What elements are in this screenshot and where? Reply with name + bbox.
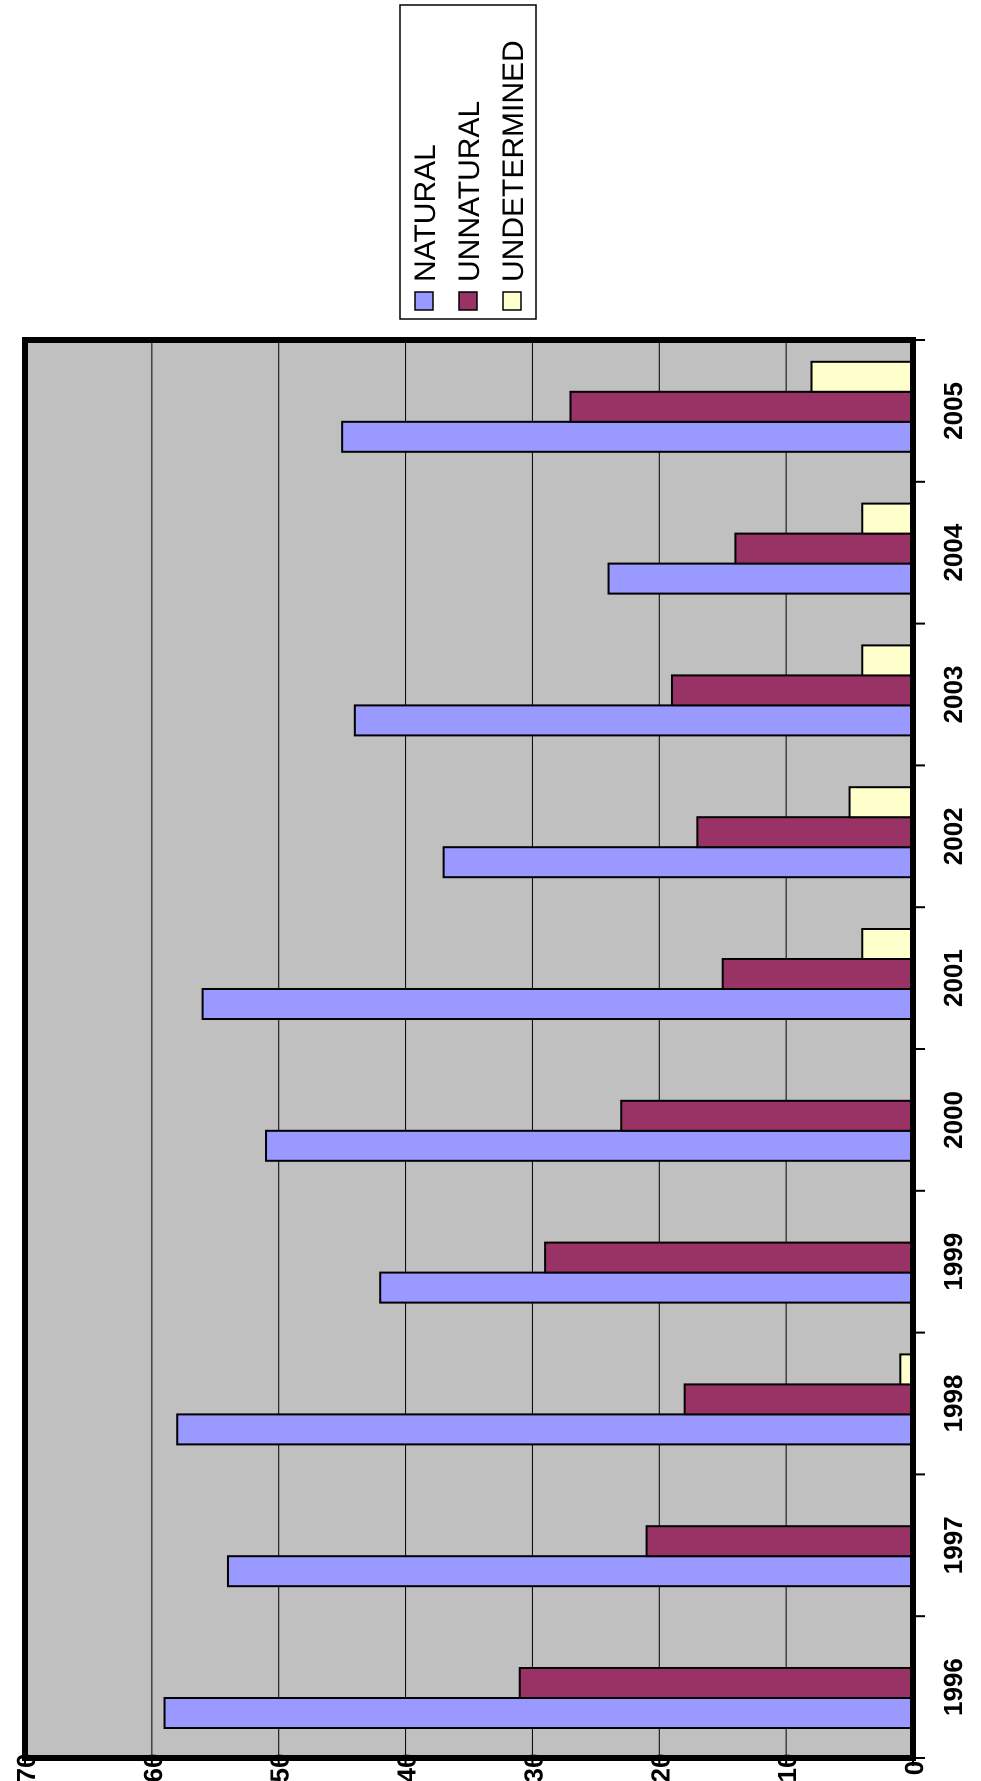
- bar-unnatural-1996: [518, 1667, 914, 1699]
- legend-label-unnatural: UNNATURAL: [453, 101, 486, 282]
- bar-undetermined-2004: [861, 502, 914, 535]
- bar-natural-2001: [201, 988, 915, 1020]
- bar-natural-1997: [226, 1555, 914, 1588]
- bar-unnatural-2001: [721, 958, 915, 990]
- bar-unnatural-1998: [683, 1383, 915, 1416]
- category-tick-label: 2002: [938, 807, 968, 865]
- value-tick-label: 10: [772, 1754, 802, 1781]
- category-tick-label: 2001: [938, 949, 968, 1007]
- value-tick-label: 50: [265, 1754, 295, 1781]
- category-axis-ticks: 1996 1997 1998 1999 2000 2001 2002 2003 2004 2005: [913, 339, 968, 1759]
- value-tick-label: 0: [899, 1761, 929, 1775]
- bar-natural-2002: [442, 846, 914, 879]
- category-tick-label: 2004: [938, 523, 968, 581]
- category-tick-label: 2005: [938, 382, 968, 440]
- value-axis-ticks: 0 10 20 30 40 50 60 70: [11, 1754, 929, 1781]
- value-tick-label: 20: [645, 1754, 675, 1781]
- bar-unnatural-1997: [645, 1525, 914, 1558]
- category-tick-label: 1997: [938, 1516, 968, 1574]
- bar-natural-2005: [341, 420, 914, 453]
- bar-natural-1996: [163, 1697, 915, 1729]
- bar-undetermined-2002: [848, 786, 914, 819]
- bar-unnatural-2004: [734, 532, 915, 565]
- bar-unnatural-2003: [670, 674, 914, 707]
- value-tick-label: 30: [518, 1754, 548, 1781]
- value-tick-label: 60: [138, 1754, 168, 1781]
- category-tick-label: 1996: [938, 1658, 968, 1716]
- category-tick-label: 2003: [938, 666, 968, 724]
- category-tick-label: 1998: [938, 1375, 968, 1433]
- category-tick-label: 1999: [938, 1233, 968, 1291]
- legend-label-undetermined: UNDETERMINED: [497, 40, 530, 282]
- bar-natural-1998: [176, 1413, 914, 1446]
- bar-natural-2004: [607, 562, 914, 595]
- bar-undetermined-2001: [861, 928, 914, 960]
- bar-unnatural-1999: [544, 1241, 914, 1274]
- legend-swatch-unnatural: [458, 291, 478, 311]
- bar-unnatural-2000: [620, 1099, 914, 1132]
- bar-unnatural-2002: [696, 816, 914, 849]
- bar-natural-1999: [379, 1271, 914, 1304]
- bar-natural-2000: [265, 1129, 914, 1162]
- category-tick-label: 2000: [938, 1091, 968, 1149]
- bar-natural-2003: [353, 704, 915, 737]
- bar-undetermined-2005: [810, 360, 914, 393]
- legend-box: [399, 4, 537, 320]
- legend-swatch-natural: [414, 291, 434, 311]
- bar-undetermined-2003: [861, 644, 914, 677]
- legend: NATURAL UNNATURAL UNDETERMINED: [399, 4, 537, 320]
- value-tick-label: 70: [11, 1754, 41, 1781]
- legend-label-natural: NATURAL: [409, 144, 442, 282]
- value-tick-label: 40: [392, 1754, 422, 1781]
- bar-unnatural-2005: [569, 390, 914, 423]
- legend-swatch-undetermined: [502, 291, 522, 311]
